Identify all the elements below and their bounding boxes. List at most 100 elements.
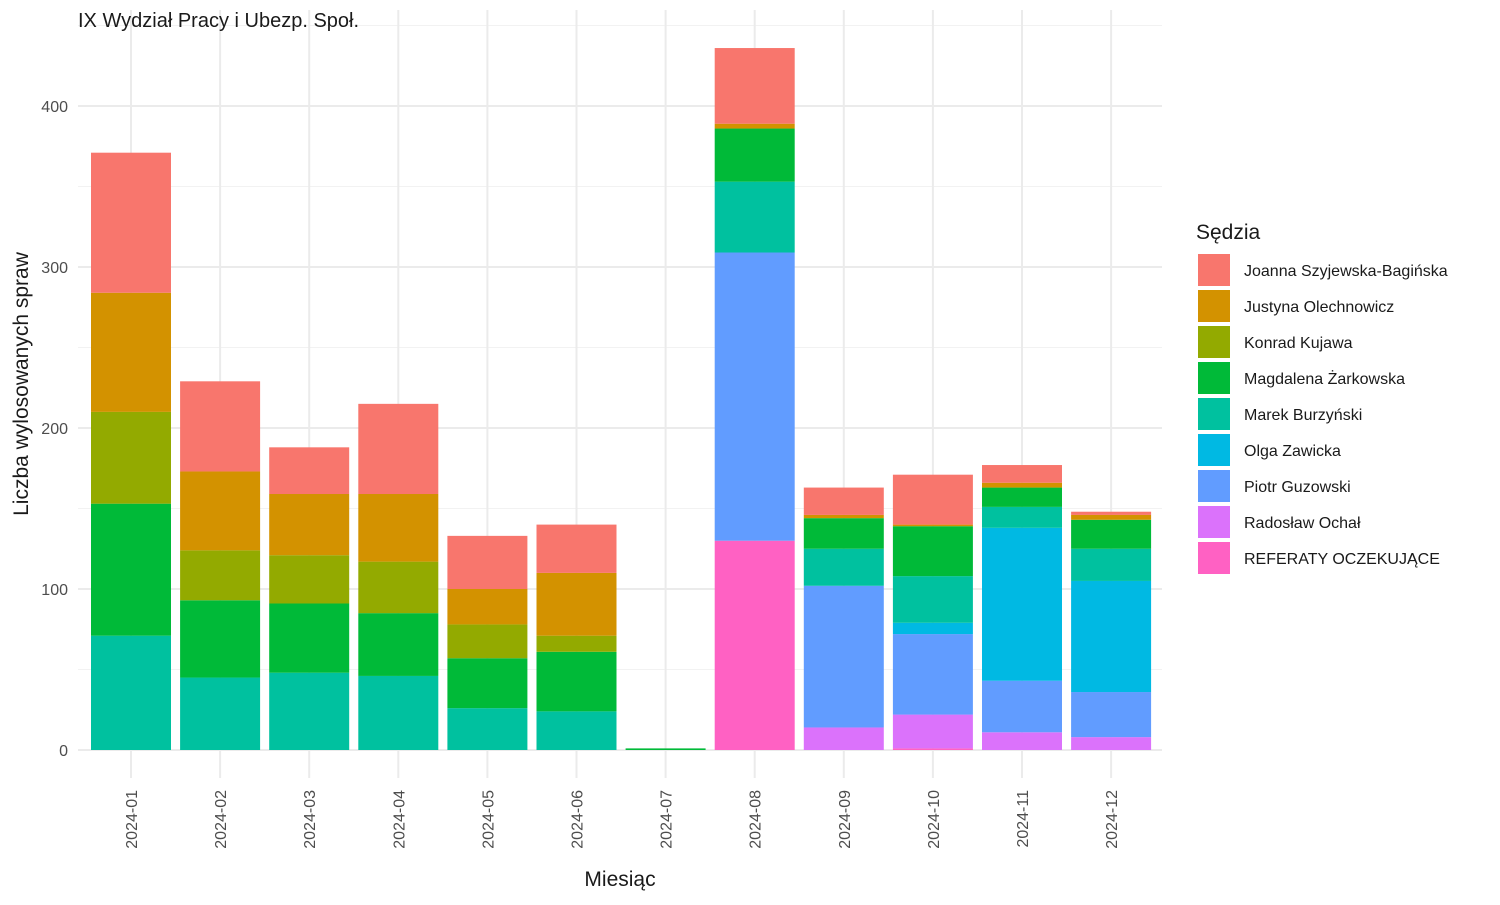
bar-segment (447, 708, 528, 750)
legend-key (1198, 542, 1230, 574)
bar-segment (892, 748, 973, 750)
axes-group: 0 100 200 300 400 2024-01 2024-02 2024-03 2024-0… (41, 99, 1121, 849)
legend-label: Marek Burzyński (1244, 407, 1362, 424)
legend-key (1198, 398, 1230, 430)
bar-segment (892, 714, 973, 749)
x-tick-label: 2024-06 (570, 790, 587, 849)
y-tick-label: 200 (41, 421, 68, 438)
bar-segment (982, 506, 1062, 528)
bar-segment (892, 474, 973, 525)
legend-label: Piotr Guzowski (1244, 479, 1351, 496)
bar-segment (982, 465, 1062, 483)
bar-segment (536, 524, 617, 573)
legend-label: Radosław Ochał (1244, 515, 1361, 532)
bar-segment (1071, 580, 1152, 693)
bar-segment (269, 603, 350, 673)
bar-segment (714, 181, 795, 253)
bar-segment (803, 585, 884, 728)
y-tick-label: 0 (59, 743, 68, 760)
bar-segment (982, 482, 1062, 488)
legend-label: Joanna Szyjewska-Bagińska (1244, 263, 1448, 280)
bar-segment (447, 589, 528, 625)
chart-title: IX Wydział Pracy i Ubezp. Społ. (78, 10, 359, 32)
bar-segment (803, 727, 884, 750)
legend-label: Olga Zawicka (1244, 443, 1341, 460)
bar-segment (269, 672, 350, 750)
bar-segment (982, 487, 1062, 507)
bar-segment (447, 535, 528, 589)
bar-segment (536, 711, 617, 750)
bar-segment (803, 514, 884, 519)
bar-segment (91, 503, 171, 636)
legend-key (1198, 326, 1230, 358)
bar-segment (91, 635, 171, 750)
legend-label: Konrad Kujawa (1244, 335, 1353, 352)
bar-segment (269, 555, 350, 604)
bar-segment (91, 411, 171, 504)
legend-key (1198, 254, 1230, 286)
bar-segment (91, 292, 171, 412)
x-tick-label: 2024-05 (480, 790, 497, 849)
bar-segment (536, 635, 617, 652)
bar-segment (625, 748, 706, 750)
bar-segment (1071, 519, 1152, 549)
bar-segment (1071, 737, 1152, 750)
bar-segment (180, 677, 261, 750)
bar-segment (180, 381, 261, 472)
y-axis-label: Liczba wylosowanych spraw (10, 251, 33, 516)
legend-key (1198, 362, 1230, 394)
bar-segment (536, 572, 617, 636)
bar-segment (714, 123, 795, 129)
y-tick-label: 400 (41, 99, 68, 116)
bar-segment (358, 613, 439, 676)
bar-segment (1071, 692, 1152, 738)
bar-segment (714, 128, 795, 182)
legend-key (1198, 290, 1230, 322)
bar-segment (269, 447, 350, 495)
legend-key (1198, 470, 1230, 502)
bar-segment (803, 518, 884, 549)
bar-segment (803, 487, 884, 515)
y-tick-label: 100 (41, 582, 68, 599)
bar-segment (982, 680, 1062, 733)
bar-segment (447, 658, 528, 709)
bar-segment (1071, 514, 1152, 520)
bar-segment (892, 622, 973, 635)
bar-segment (1071, 511, 1152, 515)
bar-segment (892, 526, 973, 577)
bar-segment (180, 600, 261, 678)
x-tick-label: 2024-07 (659, 790, 676, 849)
legend-label: Magdalena Żarkowska (1244, 369, 1405, 388)
legend-label: Justyna Olechnowicz (1244, 299, 1394, 316)
bar-segment (1071, 548, 1152, 581)
x-tick-label: 2024-03 (302, 790, 319, 849)
bar-segment (892, 524, 973, 527)
bar-segment (358, 675, 439, 750)
bar-segment (180, 471, 261, 551)
bar-segment (714, 48, 795, 124)
bar-segment (269, 494, 350, 556)
bar-segment (91, 152, 171, 293)
bars-group (91, 48, 1152, 750)
bar-segment (714, 540, 795, 750)
bar-segment (180, 550, 261, 601)
bar-segment (358, 403, 439, 495)
bar-segment (803, 548, 884, 586)
legend-key (1198, 506, 1230, 538)
x-tick-label: 2024-11 (1015, 790, 1032, 848)
legend-label: REFERATY OCZEKUJĄCE (1244, 551, 1440, 568)
legend-key (1198, 434, 1230, 466)
x-tick-label: 2024-10 (926, 790, 943, 849)
x-tick-label: 2024-08 (748, 790, 765, 849)
x-tick-label: 2024-04 (391, 790, 408, 849)
bar-segment (358, 494, 439, 562)
x-axis-label: Miesiąc (584, 868, 655, 891)
bar-segment (892, 576, 973, 623)
bar-segment (536, 651, 617, 712)
y-tick-label: 300 (41, 260, 68, 277)
bar-segment (447, 624, 528, 659)
bar-segment (892, 634, 973, 715)
x-tick-label: 2024-02 (213, 790, 230, 849)
